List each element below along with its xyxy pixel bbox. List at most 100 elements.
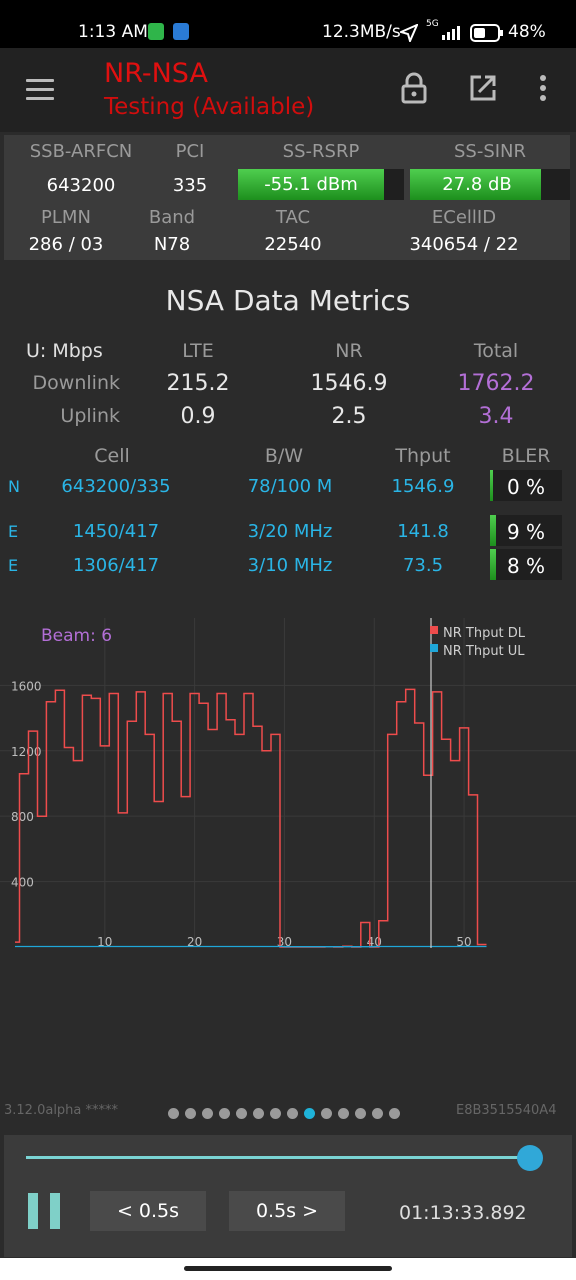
carrier-row-1-bler: 9 % xyxy=(506,520,546,544)
carrier-row-0-type: N xyxy=(8,477,20,496)
carrier-row-2-bw: 3/10 MHz xyxy=(247,555,333,576)
label-ss-rsrp: SS-RSRP xyxy=(282,141,360,162)
carrier-row-0-bler-meter: 0 % xyxy=(490,470,562,501)
value-plmn: 286 / 03 xyxy=(28,234,104,255)
chart-x-tick-label: 20 xyxy=(187,935,202,949)
page-dot[interactable] xyxy=(372,1108,383,1119)
page-dot[interactable] xyxy=(355,1108,366,1119)
navigation-bar xyxy=(0,1258,576,1280)
menu-icon[interactable] xyxy=(26,73,54,106)
pause-icon[interactable] xyxy=(28,1193,62,1233)
carrier-header-bw: B/W xyxy=(264,445,304,467)
chart-y-tick-label: 1200 xyxy=(11,745,42,759)
sinr-meter: 27.8 dB xyxy=(410,169,570,200)
label-pci: PCI xyxy=(175,141,205,162)
metrics-col-total: Total xyxy=(473,340,519,362)
label-ecellid: ECellID xyxy=(431,207,497,228)
status-bar: 1:13 AM 12.3MB/s 5G 48% xyxy=(0,0,576,48)
notification-app-icon xyxy=(148,23,164,40)
net-speed: 12.3MB/s xyxy=(322,22,401,42)
downlink-lte: 215.2 xyxy=(166,371,230,396)
page-dot[interactable] xyxy=(202,1108,213,1119)
step-back-button[interactable]: < 0.5s xyxy=(90,1191,206,1231)
value-ecellid: 340654 / 22 xyxy=(409,234,519,255)
app-subtitle: Testing (Available) xyxy=(104,94,315,120)
carrier-row-2-bler: 8 % xyxy=(506,554,546,578)
page-dot[interactable] xyxy=(338,1108,349,1119)
carrier-row-0-cell: 643200/335 xyxy=(61,476,171,497)
carrier-row-1-type: E xyxy=(8,522,19,541)
carrier-row-1-cell: 1450/417 xyxy=(72,521,160,542)
value-ss-sinr: 27.8 dB xyxy=(442,174,512,195)
label-ss-sinr: SS-SINR xyxy=(453,141,527,162)
carrier-row-1-thput: 141.8 xyxy=(397,521,449,542)
battery-percent: 48% xyxy=(508,22,546,42)
cell-info-panel: SSB-ARFCN PCI SS-RSRP SS-SINR 643200 335… xyxy=(4,135,570,260)
page-dot[interactable] xyxy=(253,1108,264,1119)
value-ssb-arfcn: 643200 xyxy=(46,175,116,196)
page-indicator[interactable] xyxy=(165,1104,403,1123)
page-dot[interactable] xyxy=(389,1108,400,1119)
series-line-nr-dl xyxy=(15,688,487,948)
playback-slider[interactable] xyxy=(26,1156,540,1159)
value-band: N78 xyxy=(153,234,191,255)
more-vert-icon[interactable] xyxy=(538,74,548,108)
carrier-header-cell: Cell xyxy=(94,445,130,467)
carrier-row-0-bw: 78/100 M xyxy=(247,476,333,497)
carrier-row-2-bler-meter: 8 % xyxy=(490,549,562,580)
page-dot[interactable] xyxy=(270,1108,281,1119)
value-ss-rsrp: -55.1 dBm xyxy=(264,174,358,195)
uplink-nr: 2.5 xyxy=(331,404,367,429)
page-dot[interactable] xyxy=(236,1108,247,1119)
value-tac: 22540 xyxy=(264,234,322,255)
chart-legend: NR Thput DL NR Thput UL xyxy=(430,626,526,659)
page-dot[interactable] xyxy=(287,1108,298,1119)
legend-label-dl: NR Thput DL xyxy=(443,626,526,641)
carrier-row-1-bler-meter: 9 % xyxy=(490,515,562,546)
chart-x-tick-label: 50 xyxy=(456,935,471,949)
home-gesture-handle[interactable] xyxy=(184,1266,392,1271)
app-title: NR-NSA xyxy=(104,58,208,89)
page-dot[interactable] xyxy=(219,1108,230,1119)
legend-swatch-ul xyxy=(430,644,438,652)
chart-y-tick-label: 800 xyxy=(11,810,34,824)
device-id: E8B3515540A4 xyxy=(456,1103,557,1118)
metrics-col-nr: NR xyxy=(335,340,363,362)
chart-y-tick-label: 400 xyxy=(11,876,34,890)
chart-y-tick-label: 1600 xyxy=(11,679,42,693)
carrier-header-bler: BLER xyxy=(501,445,551,467)
page-dot[interactable] xyxy=(304,1108,315,1119)
uplink-label: Uplink xyxy=(60,405,120,427)
app-bar: NR-NSA Testing (Available) xyxy=(0,48,576,132)
step-forward-button[interactable]: 0.5s > xyxy=(229,1191,345,1231)
rsrp-meter: -55.1 dBm xyxy=(238,169,404,200)
metrics-col-lte: LTE xyxy=(182,340,214,362)
metrics-title: NSA Data Metrics xyxy=(165,284,411,317)
downlink-nr: 1546.9 xyxy=(310,371,388,396)
signal-strength-icon xyxy=(442,24,464,45)
downlink-total: 1762.2 xyxy=(457,371,535,396)
chart-x-tick-label: 10 xyxy=(97,935,112,949)
playback-slider-thumb[interactable] xyxy=(516,1145,543,1171)
battery-icon xyxy=(470,24,504,47)
carrier-header-thput: Thput xyxy=(395,445,451,467)
playback-panel: < 0.5s 0.5s > 01:13:33.892 xyxy=(4,1135,572,1257)
label-tac: TAC xyxy=(275,207,311,228)
lock-icon[interactable] xyxy=(400,72,428,108)
value-pci: 335 xyxy=(172,175,208,196)
location-arrow-icon xyxy=(398,23,419,47)
carrier-row-0-bler: 0 % xyxy=(506,475,546,499)
label-plmn: PLMN xyxy=(41,207,91,228)
page-dot[interactable] xyxy=(168,1108,179,1119)
legend-label-ul: NR Thput UL xyxy=(443,644,525,659)
page-dot[interactable] xyxy=(321,1108,332,1119)
carrier-row-0-thput: 1546.9 xyxy=(391,476,455,497)
page-dot[interactable] xyxy=(185,1108,196,1119)
open-external-icon[interactable] xyxy=(469,74,497,106)
carrier-row-2-type: E xyxy=(8,556,19,575)
playback-timestamp: 01:13:33.892 xyxy=(399,1202,527,1224)
label-band: Band xyxy=(148,207,196,228)
carrier-row-2-thput: 73.5 xyxy=(402,555,444,576)
chart-beam-annotation: Beam: 6 xyxy=(41,626,112,646)
